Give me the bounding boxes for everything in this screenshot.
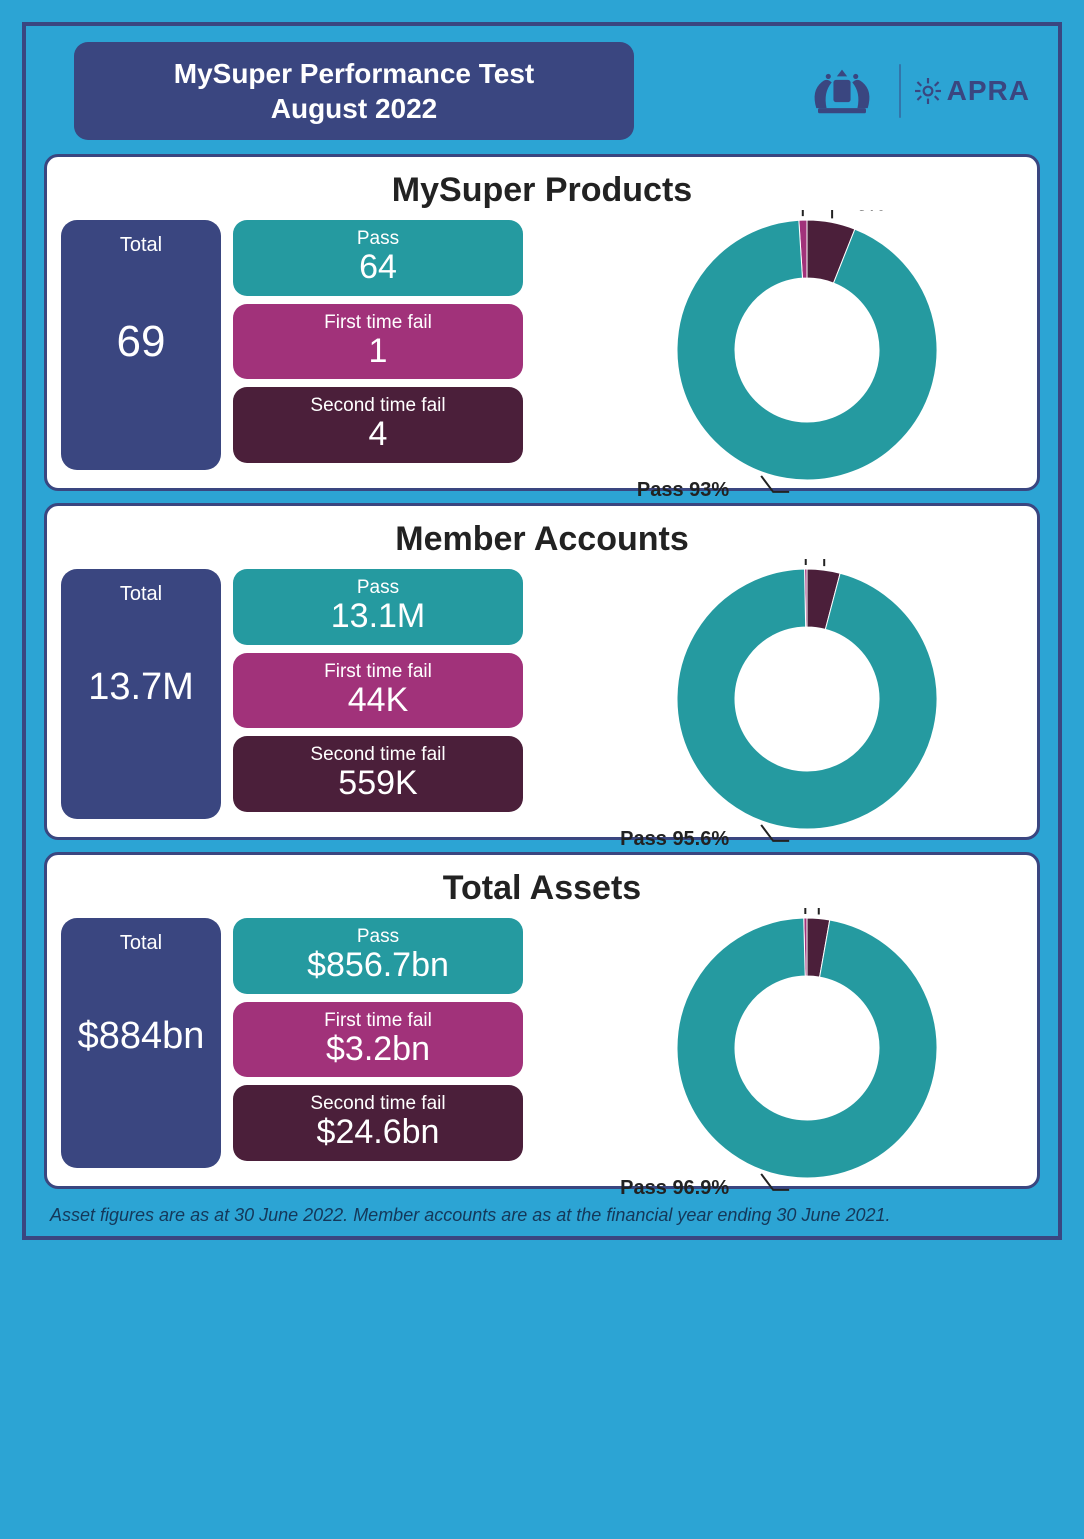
members-chart-svg: 0.3% 4.1% Pass 95.6% <box>547 559 1047 849</box>
members-pass-annotation: Pass 95.6% <box>620 828 729 849</box>
footnote: Asset figures are as at 30 June 2022. Me… <box>44 1201 1040 1228</box>
assets-firstfail-label: First time fail <box>241 1010 515 1032</box>
assets-chart-svg: 0.4% 2.8% Pass 96.9% <box>547 908 1047 1198</box>
panel-assets-title: Total Assets <box>61 869 1023 908</box>
products-firstfail-value: 1 <box>241 334 515 370</box>
assets-pass-annotation: Pass 96.9% <box>620 1177 729 1198</box>
assets-pass-label: Pass <box>241 926 515 948</box>
products-firstfail-pill: First time fail 1 <box>233 304 523 380</box>
assets-pass-pill: Pass $856.7bn <box>233 918 523 994</box>
products-chart-svg: 1% 6% Pass 93% <box>547 210 1047 500</box>
brand-block: APRA <box>799 61 1040 121</box>
apra-logo: APRA <box>915 75 1030 107</box>
panel-assets: Total Assets Total $884bn Pass $856.7bn … <box>44 852 1040 1189</box>
assets-pass-value: $856.7bn <box>241 948 515 984</box>
brand-divider <box>899 64 901 118</box>
products-pass-annotation: Pass 93% <box>637 479 730 500</box>
assets-donut-chart: 0.4%2.8%Pass 96.9% <box>547 918 1023 1168</box>
assets-total-label: Total <box>120 932 162 955</box>
members-total-box: Total 13.7M <box>61 569 221 819</box>
members-total-label: Total <box>120 583 162 606</box>
page-title: MySuper Performance Test August 2022 <box>74 42 634 140</box>
members-firstfail-value: 44K <box>241 683 515 719</box>
assets-firstfail-pill: First time fail $3.2bn <box>233 1002 523 1078</box>
panel-members-title: Member Accounts <box>61 520 1023 559</box>
members-secondfail-annotation: 4.1% <box>848 559 894 563</box>
products-pass-pill: Pass 64 <box>233 220 523 296</box>
title-line-2: August 2022 <box>114 91 594 126</box>
products-firstfail-label: First time fail <box>241 312 515 334</box>
members-donut-chart: 0.3%4.1%Pass 95.6% <box>547 569 1023 819</box>
products-pass-value: 64 <box>241 250 515 286</box>
members-secondfail-pill: Second time fail 559K <box>233 736 523 812</box>
products-secondfail-label: Second time fail <box>241 395 515 417</box>
products-total-value: 69 <box>117 317 166 367</box>
assets-secondfail-label: Second time fail <box>241 1093 515 1115</box>
members-total-value: 13.7M <box>88 666 194 709</box>
products-secondfail-value: 4 <box>241 417 515 453</box>
products-donut-chart: 1%6%Pass 93% <box>547 220 1023 470</box>
panel-products: MySuper Products Total 69 Pass 64 First … <box>44 154 1040 491</box>
products-pass-label: Pass <box>241 228 515 250</box>
assets-firstfail-value: $3.2bn <box>241 1032 515 1068</box>
assets-secondfail-pill: Second time fail $24.6bn <box>233 1085 523 1161</box>
products-total-label: Total <box>120 234 162 257</box>
assets-total-value: $884bn <box>78 1015 205 1058</box>
members-pass-pill: Pass 13.1M <box>233 569 523 645</box>
products-secondfail-annotation: 6% <box>856 210 885 215</box>
members-secondfail-value: 559K <box>241 766 515 802</box>
panel-products-title: MySuper Products <box>61 171 1023 210</box>
products-firstfail-annotation: 1% <box>750 210 779 213</box>
coat-of-arms-icon <box>799 61 885 121</box>
assets-secondfail-value: $24.6bn <box>241 1115 515 1151</box>
title-line-1: MySuper Performance Test <box>114 56 594 91</box>
members-firstfail-pill: First time fail 44K <box>233 653 523 729</box>
assets-total-box: Total $884bn <box>61 918 221 1168</box>
assets-secondfail-annotation: 2.8% <box>843 908 889 912</box>
members-pass-label: Pass <box>241 577 515 599</box>
panel-members: Member Accounts Total 13.7M Pass 13.1M F… <box>44 503 1040 840</box>
gear-icon <box>915 78 941 104</box>
products-secondfail-pill: Second time fail 4 <box>233 387 523 463</box>
members-firstfail-annotation: 0.3% <box>736 559 782 562</box>
members-pass-value: 13.1M <box>241 599 515 635</box>
assets-firstfail-annotation: 0.4% <box>736 908 782 911</box>
header: MySuper Performance Test August 2022 <box>44 42 1040 140</box>
apra-text: APRA <box>947 75 1030 107</box>
members-firstfail-label: First time fail <box>241 661 515 683</box>
outer-frame: MySuper Performance Test August 2022 <box>22 22 1062 1240</box>
members-secondfail-label: Second time fail <box>241 744 515 766</box>
products-total-box: Total 69 <box>61 220 221 470</box>
